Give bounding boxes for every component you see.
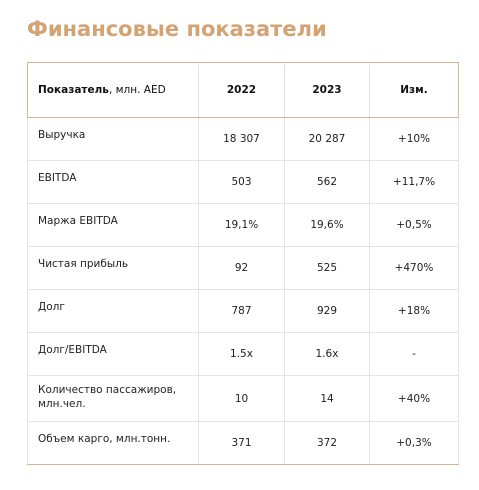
value-2022: 10: [198, 375, 285, 422]
value-change: +40%: [369, 375, 459, 422]
value-2023: 14: [284, 375, 370, 422]
page-title: Финансовые показатели: [27, 17, 327, 41]
value-2022: 503: [198, 160, 285, 204]
table-row: Объем карго, млн.тонн. 371 372 +0,3%: [27, 421, 459, 465]
value-change: +11,7%: [369, 160, 459, 204]
value-2023: 929: [284, 289, 370, 333]
value-2022: 92: [198, 246, 285, 290]
table-row: Чистая прибыль 92 525 +470%: [27, 246, 459, 290]
header-2023: 2023: [284, 62, 370, 118]
row-label: Чистая прибыль: [27, 246, 199, 290]
header-change: Изм.: [369, 62, 459, 118]
value-2022: 18 307: [198, 117, 285, 161]
table-row: EBITDA 503 562 +11,7%: [27, 160, 459, 204]
value-2023: 562: [284, 160, 370, 204]
table-row: Выручка 18 307 20 287 +10%: [27, 117, 459, 161]
header-2022: 2022: [198, 62, 285, 118]
value-change: +10%: [369, 117, 459, 161]
value-2023: 525: [284, 246, 370, 290]
value-change: +18%: [369, 289, 459, 333]
header-indicator-label: Показатель: [38, 84, 109, 96]
row-label: Количество пассажиров, млн.чел.: [27, 375, 199, 422]
value-change: +0,5%: [369, 203, 459, 247]
table-row: Количество пассажиров, млн.чел. 10 14 +4…: [27, 375, 459, 422]
value-2022: 1.5x: [198, 332, 285, 376]
row-label: Выручка: [27, 117, 199, 161]
value-2022: 19,1%: [198, 203, 285, 247]
header-unit: , млн. AED: [108, 84, 166, 96]
value-change: +0,3%: [369, 421, 459, 465]
table-header-row: Показатель, млн. AED 2022 2023 Изм.: [27, 62, 459, 118]
row-label: Объем карго, млн.тонн.: [27, 421, 199, 465]
row-label: Маржа EBITDA: [27, 203, 199, 247]
value-2022: 371: [198, 421, 285, 465]
row-label: EBITDA: [27, 160, 199, 204]
value-2023: 1.6x: [284, 332, 370, 376]
row-label: Долг/EBITDA: [27, 332, 199, 376]
value-2023: 20 287: [284, 117, 370, 161]
table-row: Маржа EBITDA 19,1% 19,6% +0,5%: [27, 203, 459, 247]
table-row: Долг/EBITDA 1.5x 1.6x -: [27, 332, 459, 376]
header-indicator: Показатель, млн. AED: [27, 62, 199, 118]
value-2023: 372: [284, 421, 370, 465]
value-2023: 19,6%: [284, 203, 370, 247]
row-label: Долг: [27, 289, 199, 333]
table-row: Долг 787 929 +18%: [27, 289, 459, 333]
value-change: +470%: [369, 246, 459, 290]
value-2022: 787: [198, 289, 285, 333]
value-change: -: [369, 332, 459, 376]
financial-indicators-table: Показатель, млн. AED 2022 2023 Изм. Выру…: [27, 62, 459, 465]
